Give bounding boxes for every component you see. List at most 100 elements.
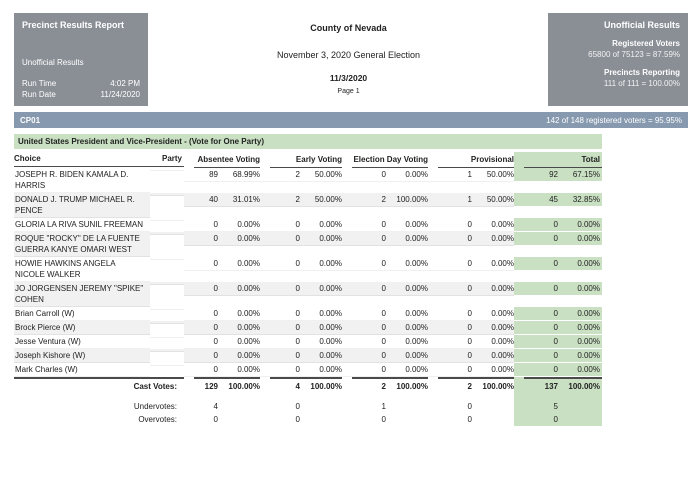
vote-count: 0 (213, 415, 218, 424)
vote-group-cell: 0 (428, 400, 514, 413)
vote-percent: 0.00% (405, 309, 428, 318)
vote-percent: 0.00% (237, 220, 260, 229)
vote-group-cell: 0 0.00% (428, 335, 514, 349)
vote-group-cell: 1 (342, 400, 428, 413)
vote-percent: 0.00% (237, 234, 260, 243)
run-time-label: Run Time (22, 79, 57, 88)
vote-percent: 50.00% (314, 170, 342, 179)
vote-percent: 0.00% (237, 337, 260, 346)
vote-percent: 100.00% (396, 382, 428, 391)
vote-percent: 0.00% (577, 220, 600, 229)
vote-count: 0 (213, 259, 218, 268)
vote-count: 0 (295, 365, 300, 374)
total-cell: 0 0.00% (514, 218, 602, 231)
vote-percent (386, 414, 428, 425)
vote-count: 4 (295, 382, 300, 391)
party-cell (150, 193, 184, 196)
vote-count: 0 (381, 365, 386, 374)
vote-count: 0 (213, 351, 218, 360)
vote-percent (472, 401, 514, 412)
total-cell: 0 0.00% (514, 335, 602, 348)
column-header-party: Party (161, 154, 182, 163)
total-cell: 92 67.15% (514, 168, 602, 181)
vote-group-cell: 0 0.00% (428, 232, 514, 246)
party-cell (150, 321, 184, 324)
vote-percent: 0.00% (237, 309, 260, 318)
vote-group-cell: 0 (342, 413, 428, 426)
vote-group-cell: 0 0.00% (428, 282, 514, 296)
vote-count: 2 (295, 195, 300, 204)
total-cell: 137 100.00% (514, 380, 602, 393)
table-row: DONALD J. TRUMP MICHAEL R. PENCE 40 31.01%… (14, 193, 602, 218)
vote-count: 0 (467, 415, 472, 424)
table-row: GLORIA LA RIVA SUNIL FREEMAN 0 0.00% 0 0.00%… (14, 218, 602, 232)
table-row: Brock Pierce (W) 0 0.00% 0 0.00% 0 0.00% 0 0.00%… (14, 321, 602, 335)
vote-count: 0 (467, 365, 472, 374)
vote-percent (558, 401, 600, 412)
vote-count: 0 (213, 323, 218, 332)
vote-count: 40 (209, 195, 218, 204)
vote-count: 0 (381, 170, 386, 179)
summary-spacer (14, 393, 602, 400)
column-header-provisional: Provisional (428, 152, 514, 168)
vote-percent (386, 401, 428, 412)
vote-percent: 0.00% (491, 365, 514, 374)
total-cell: 0 0.00% (514, 257, 602, 270)
vote-count: 0 (295, 415, 300, 424)
vote-count: 0 (381, 220, 386, 229)
vote-count: 0 (381, 337, 386, 346)
vote-count: 0 (213, 234, 218, 243)
precinct-bar: CP01 142 of 148 registered voters = 95.9… (14, 112, 688, 128)
vote-group-cell: 0 0.00% (184, 349, 260, 363)
vote-count: 2 (381, 195, 386, 204)
report-title: Precinct Results Report (22, 20, 125, 30)
vote-percent: 0.00% (319, 337, 342, 346)
vote-percent: 0.00% (491, 220, 514, 229)
vote-percent: 50.00% (486, 195, 514, 204)
vote-count: 0 (295, 309, 300, 318)
vote-count: 0 (553, 415, 558, 424)
vote-count: 0 (467, 259, 472, 268)
unofficial-results-title: Unofficial Results (603, 20, 680, 30)
vote-count: 0 (467, 323, 472, 332)
vote-percent: 0.00% (237, 351, 260, 360)
vote-count: 0 (295, 284, 300, 293)
vote-count: 92 (549, 170, 558, 179)
vote-count: 0 (295, 337, 300, 346)
total-cell: 5 (514, 400, 602, 413)
vote-group-cell: 89 68.99% (184, 168, 260, 182)
total-cell: 0 (514, 413, 602, 426)
vote-percent (472, 414, 514, 425)
vote-count: 129 (204, 382, 218, 391)
vote-group-cell: 0 (260, 413, 342, 426)
vote-percent: 0.00% (405, 170, 428, 179)
vote-count: 0 (553, 365, 558, 374)
vote-group-cell: 0 0.00% (260, 363, 342, 377)
vote-group-cell: 0 0.00% (428, 349, 514, 363)
vote-group-cell: 2 100.00% (428, 380, 514, 393)
vote-percent: 100.00% (228, 382, 260, 391)
vote-percent (300, 414, 342, 425)
vote-count: 45 (549, 195, 558, 204)
vote-group-cell: 0 0.00% (184, 335, 260, 349)
vote-group-cell: 0 0.00% (260, 349, 342, 363)
vote-percent: 68.99% (232, 170, 260, 179)
results-summary-box: Unofficial Results Registered Voters 658… (548, 13, 688, 106)
vote-count: 0 (381, 415, 386, 424)
vote-percent: 0.00% (319, 284, 342, 293)
choice-cell: JOSEPH R. BIDEN KAMALA D. HARRIS (14, 168, 150, 193)
vote-group-cell: 0 0.00% (184, 363, 260, 377)
precincts-reporting-label: Precincts Reporting (603, 68, 680, 77)
report-page: Precinct Results Report Unofficial Resul… (14, 13, 688, 426)
vote-percent (218, 414, 260, 425)
run-time-row: Run Time 4:02 PM (22, 79, 140, 88)
vote-group-cell: 0 0.00% (260, 282, 342, 296)
choice-cell: ROQUE "ROCKY" DE LA FUENTE GUERRA KANYE … (14, 232, 150, 257)
vote-percent: 67.15% (572, 170, 600, 179)
precinct-turnout: 142 of 148 registered voters = 95.95% (546, 115, 682, 125)
vote-percent: 0.00% (577, 284, 600, 293)
county-title: County of Nevada (310, 23, 387, 33)
vote-group-cell: 0 0.00% (184, 307, 260, 321)
total-cell: 0 0.00% (514, 282, 602, 295)
vote-count: 4 (213, 402, 218, 411)
